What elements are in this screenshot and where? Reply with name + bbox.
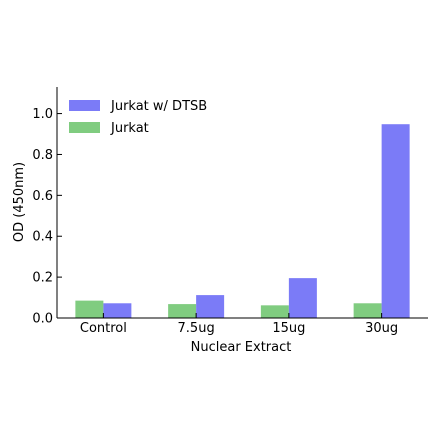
y-tick-label: 1.0	[32, 107, 53, 122]
y-tick-label: 0.2	[32, 271, 53, 286]
x-tick-label: Control	[80, 321, 127, 336]
legend-swatch	[69, 122, 100, 133]
legend: Jurkat w/ DTSB Jurkat	[69, 99, 207, 136]
bar-jurkat-w-dtsb-30ug	[381, 124, 410, 318]
bar-jurkat-15ug	[260, 305, 289, 318]
bar-jurkat-7-5ug	[168, 304, 197, 318]
x-ticks: Control 7.5ug 15ug 30ug	[80, 313, 398, 336]
bar-jurkat-30ug	[353, 303, 382, 318]
y-tick-label: 0.8	[32, 148, 53, 163]
y-axis-label: OD (450nm)	[12, 162, 27, 242]
bar-jurkat-w-dtsb-control	[103, 303, 132, 318]
legend-label: Jurkat	[110, 121, 149, 136]
x-tick-label: 15ug	[272, 321, 305, 336]
y-tick-label: 0.4	[32, 230, 53, 245]
x-tick-label: 7.5ug	[178, 321, 215, 336]
bars	[75, 124, 410, 318]
axes	[56, 87, 428, 319]
legend-swatch	[69, 100, 100, 111]
bar-jurkat-w-dtsb-7-5ug	[196, 295, 225, 318]
bar-jurkat-control	[75, 300, 104, 318]
bar-jurkat-w-dtsb-15ug	[288, 278, 317, 318]
x-axis-label: Nuclear Extract	[191, 340, 292, 355]
x-tick-label: 30ug	[365, 321, 398, 336]
legend-label: Jurkat w/ DTSB	[110, 99, 207, 114]
y-tick-label: 0.6	[32, 189, 53, 204]
y-ticks: 0.0 0.2 0.4 0.6 0.8 1.0	[32, 107, 62, 327]
y-tick-label: 0.0	[32, 312, 53, 327]
